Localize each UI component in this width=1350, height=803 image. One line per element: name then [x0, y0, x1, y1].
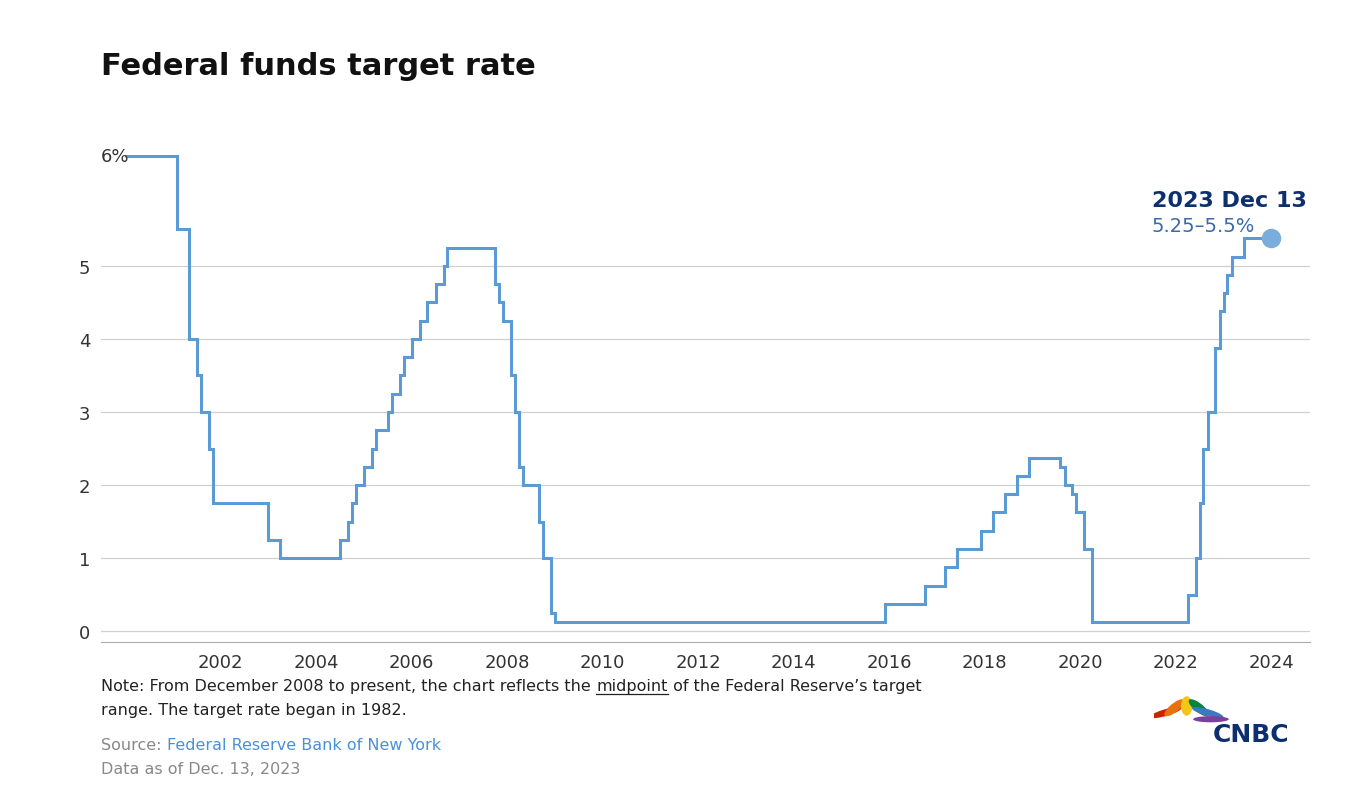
Text: of the Federal Reserve’s target: of the Federal Reserve’s target [667, 679, 921, 694]
Text: Source:: Source: [101, 737, 167, 752]
Text: midpoint: midpoint [597, 679, 667, 694]
Text: Note: From December 2008 to present, the chart reflects the: Note: From December 2008 to present, the… [101, 679, 597, 694]
Ellipse shape [1192, 707, 1223, 718]
Text: 5.25–5.5%: 5.25–5.5% [1152, 217, 1256, 236]
Ellipse shape [1164, 699, 1185, 716]
Text: CNBC: CNBC [1214, 723, 1289, 746]
Text: Data as of Dec. 13, 2023: Data as of Dec. 13, 2023 [101, 761, 301, 777]
Ellipse shape [1193, 716, 1229, 723]
Text: range. The target rate began in 1982.: range. The target rate began in 1982. [101, 703, 406, 718]
Ellipse shape [1150, 707, 1181, 718]
Ellipse shape [1181, 696, 1192, 715]
Text: 6%: 6% [101, 148, 130, 166]
Text: Federal funds target rate: Federal funds target rate [101, 52, 536, 81]
Text: Federal Reserve Bank of New York: Federal Reserve Bank of New York [167, 737, 441, 752]
Ellipse shape [1188, 699, 1210, 716]
Text: 2023 Dec 13: 2023 Dec 13 [1152, 191, 1307, 210]
